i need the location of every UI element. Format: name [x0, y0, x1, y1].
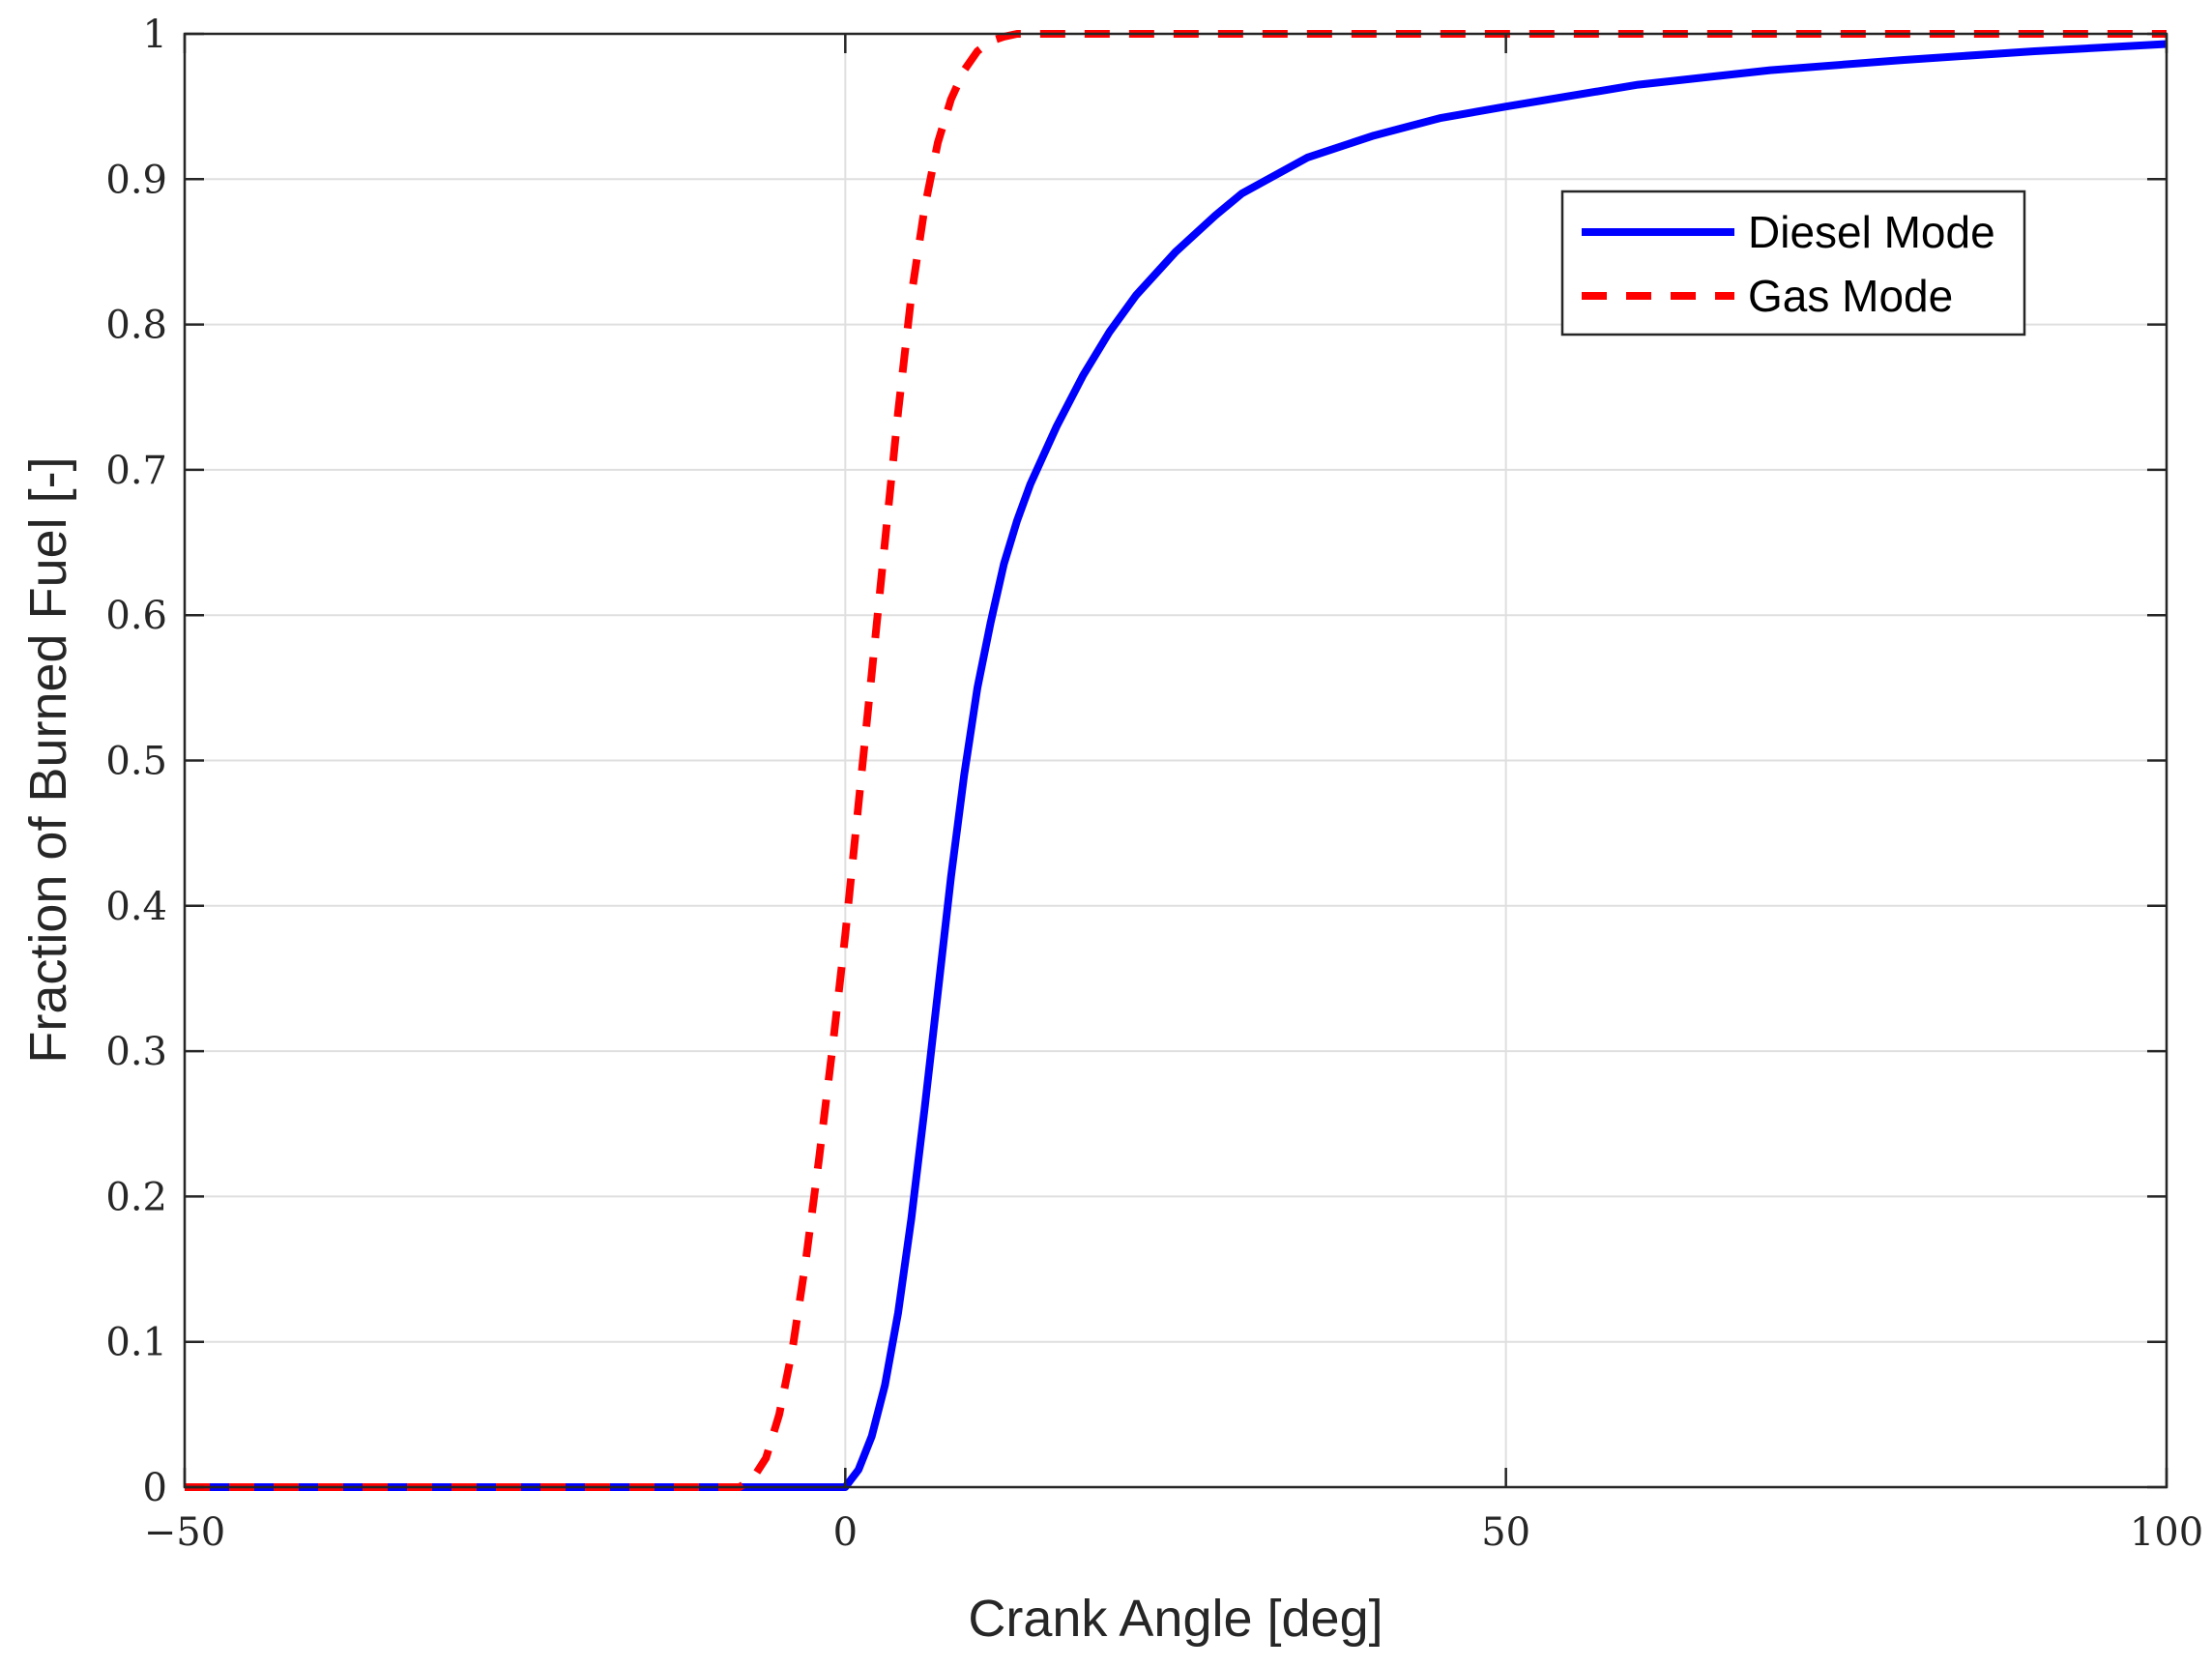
y-tick-label: 0.4	[105, 885, 167, 929]
series-layer	[185, 30, 2168, 1491]
tick-marks	[183, 32, 2168, 1489]
x-tick-label: −50	[144, 1510, 225, 1555]
y-tick-labels: 0 0.1 0.2 0.3 0.4 0.5 0.6 0.7 0.8 0.9 1	[105, 13, 167, 1510]
y-tick-label: 0.5	[105, 740, 167, 784]
y-tick-label: 0.1	[105, 1321, 167, 1365]
y-tick-label: 0.2	[105, 1175, 167, 1219]
y-axis-title: Fraction of Burned Fuel [-]	[19, 456, 77, 1063]
y-tick-label: 0.9	[105, 158, 167, 202]
grid-lines	[185, 34, 2167, 1487]
y-tick-label: 0.7	[105, 449, 167, 493]
x-tick-labels: −50 0 50 100	[144, 1510, 2203, 1555]
legend-box	[1560, 190, 2026, 336]
y-tick-label: 0	[143, 1466, 167, 1510]
x-tick-label: 0	[833, 1510, 858, 1555]
legend: Diesel Mode Gas Mode	[1560, 190, 2026, 336]
series-line-diesel-mode	[185, 40, 2168, 1491]
series-line-gas-mode	[185, 30, 2167, 1491]
y-tick-label: 0.8	[105, 304, 167, 348]
y-tick-label: 0.6	[105, 594, 167, 638]
x-tick-label: 100	[2130, 1510, 2203, 1555]
y-tick-label: 1	[143, 13, 167, 57]
legend-label-diesel: Diesel Mode	[1748, 207, 1995, 257]
y-tick-label: 0.3	[105, 1030, 167, 1074]
x-tick-label: 50	[1481, 1510, 1530, 1555]
x-axis-title: Crank Angle [deg]	[968, 1590, 1382, 1648]
legend-label-gas: Gas Mode	[1748, 271, 1953, 321]
